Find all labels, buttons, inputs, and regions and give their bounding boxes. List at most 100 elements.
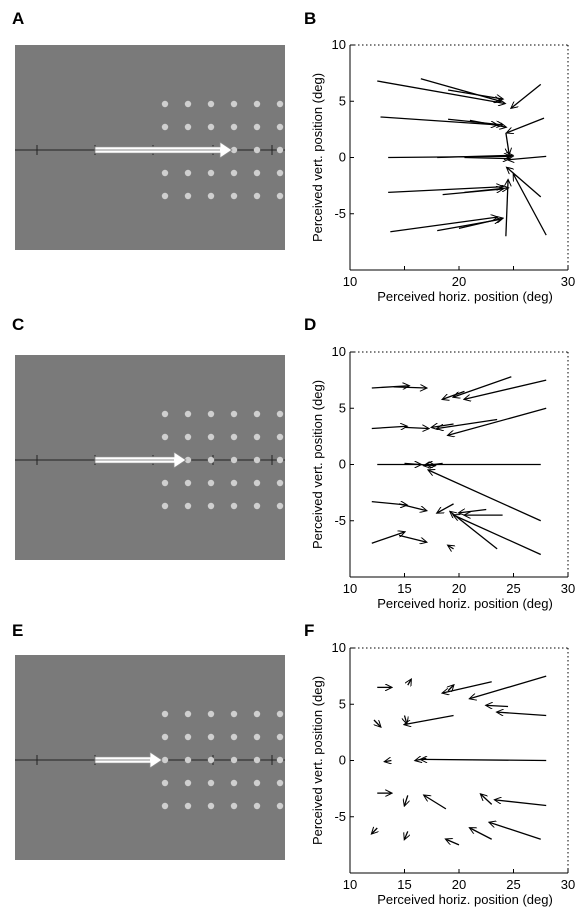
x-axis-label: Perceived horiz. position (deg) (377, 289, 553, 304)
stimulus-dot (253, 456, 261, 464)
stimulus-dot (184, 433, 192, 441)
displacement-vector (371, 532, 405, 544)
displacement-vector (371, 386, 409, 388)
panel-letter-f: F (304, 621, 314, 640)
panel-letter-c: C (12, 315, 24, 334)
y-tick-label: 10 (332, 344, 346, 359)
stimulus-dot (184, 733, 192, 741)
stimulus-dot (207, 433, 215, 441)
displacement-vector (470, 675, 547, 699)
stimulus-dot (230, 192, 238, 200)
stimulus-dot (184, 479, 192, 487)
stimulus-dot (253, 192, 261, 200)
displacement-vector (497, 712, 547, 717)
displacement-vector (443, 390, 465, 399)
stimulus-dot (207, 192, 215, 200)
stimulus-dot (161, 100, 169, 108)
displacement-vector (385, 761, 392, 762)
displacement-vector (495, 800, 547, 807)
displacement-vector (448, 407, 547, 435)
y-tick-label: 5 (339, 400, 346, 415)
stimulus-dot (253, 433, 261, 441)
x-tick-label: 30 (561, 877, 575, 892)
stimulus-dot (184, 410, 192, 418)
stimulus-dot (184, 169, 192, 177)
displacement-vector (507, 168, 542, 198)
displacement-vector (424, 795, 447, 810)
displacement-vector (454, 376, 512, 397)
y-tick-label: 5 (339, 696, 346, 711)
displacement-vector (464, 379, 547, 399)
stimulus-dot (276, 123, 284, 131)
displacement-vector (377, 80, 505, 104)
panel-letter-e: E (12, 621, 23, 640)
stimulus-dot (161, 410, 169, 418)
y-tick-label: -5 (334, 513, 346, 528)
stimulus-dot (184, 192, 192, 200)
displacement-vector (443, 681, 492, 693)
stimulus-dot (230, 146, 238, 154)
stimulus-dot (184, 802, 192, 810)
displacement-vector (405, 715, 407, 724)
stimulus-dot (276, 733, 284, 741)
displacement-vector (470, 828, 492, 840)
displacement-vector (458, 218, 503, 230)
stimulus-dot (161, 192, 169, 200)
stimulus-dot (253, 710, 261, 718)
stimulus-dot (230, 100, 238, 108)
stimulus-dot (207, 123, 215, 131)
displacement-vector (454, 515, 542, 556)
displacement-vector (490, 822, 541, 840)
stimulus-dot (161, 756, 169, 764)
stimulus-dot (207, 502, 215, 510)
displacement-vector (421, 759, 547, 760)
stimulus-dot (184, 123, 192, 131)
displacement-vector (437, 155, 512, 157)
displacement-vector (446, 839, 460, 846)
stimulus-dot (184, 756, 192, 764)
x-tick-label: 15 (397, 581, 411, 596)
displacement-vector (374, 719, 381, 727)
stimulus-dot (230, 433, 238, 441)
displacement-vector (405, 714, 454, 725)
displacement-vector (398, 534, 426, 542)
x-tick-label: 20 (452, 877, 466, 892)
stimulus-dot (253, 169, 261, 177)
y-tick-label: 0 (339, 150, 346, 165)
stimulus-dot (161, 733, 169, 741)
stimulus-dot (253, 146, 261, 154)
displacement-vector (437, 503, 454, 513)
stimulus-dot (253, 502, 261, 510)
stimulus-dot (276, 802, 284, 810)
displacement-vector (506, 132, 509, 154)
displacement-vector (405, 795, 408, 805)
x-tick-label: 25 (506, 877, 520, 892)
stimulus-dot (230, 123, 238, 131)
stimulus-panel-c (15, 355, 285, 560)
displacement-vector (448, 118, 503, 125)
stimulus-dot (184, 456, 192, 464)
x-tick-label: 10 (343, 274, 357, 289)
stimulus-dot (161, 779, 169, 787)
stimulus-panel-a (15, 45, 285, 250)
stimulus-dot (207, 710, 215, 718)
stimulus-dot (253, 100, 261, 108)
x-axis-label: Perceived horiz. position (deg) (377, 892, 553, 907)
displacement-vector (372, 828, 377, 834)
displacement-vector (481, 794, 493, 805)
displacement-vector (428, 470, 542, 522)
stimulus-dot (161, 479, 169, 487)
displacement-vector (448, 546, 453, 549)
stimulus-dot (276, 779, 284, 787)
stimulus-dot (230, 779, 238, 787)
displacement-vector (511, 83, 542, 108)
stimulus-dot (276, 456, 284, 464)
displacement-vector (506, 180, 508, 237)
x-tick-label: 10 (343, 581, 357, 596)
displacement-vector (420, 78, 501, 102)
stimulus-dot (253, 802, 261, 810)
stimulus-dot (230, 756, 238, 764)
x-axis-label: Perceived horiz. position (deg) (377, 596, 553, 611)
stimulus-dot (207, 733, 215, 741)
